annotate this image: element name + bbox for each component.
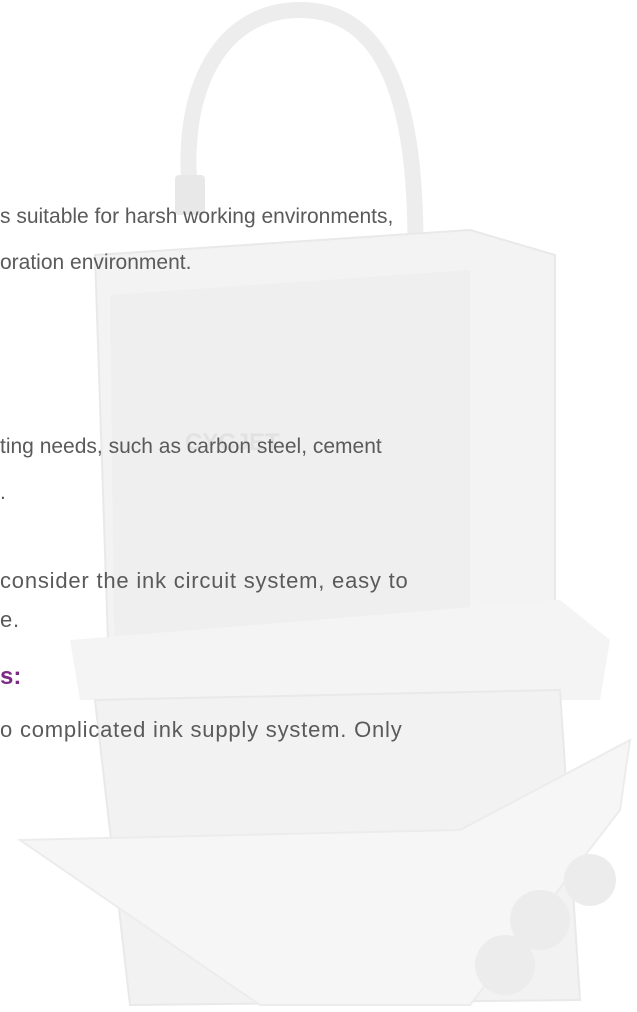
section-heading: s:: [0, 663, 21, 691]
text-line: ting needs, such as carbon steel, cement: [0, 434, 382, 460]
text-line: o complicated ink supply system. Only: [0, 717, 403, 743]
text-line: oration environment.: [0, 250, 191, 276]
text-line: e.: [0, 607, 20, 633]
page: {"logo": "CYCJET", "paragraphs": [ ["s s…: [0, 0, 637, 1012]
wheel: [564, 854, 616, 906]
text-line: .: [0, 480, 6, 506]
text-line: s suitable for harsh working environment…: [0, 204, 393, 230]
text-line: consider the ink circuit system, easy to: [0, 568, 409, 594]
product-image: CYCJET: [0, 0, 637, 1012]
tube: [188, 10, 415, 270]
wheel: [510, 890, 570, 950]
